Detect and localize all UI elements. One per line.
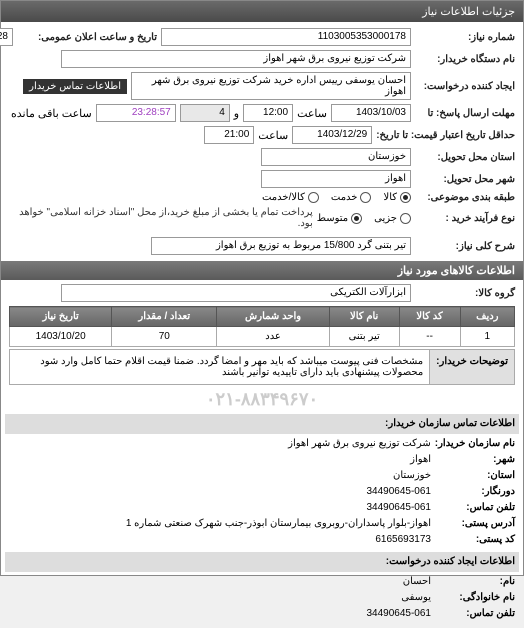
contact-section-title: اطلاعات تماس سازمان خریدار: bbox=[5, 414, 519, 434]
radio-dot-icon bbox=[308, 192, 319, 203]
footer-section: اطلاعات تماس سازمان خریدار: نام سازمان خ… bbox=[9, 414, 515, 622]
table-row[interactable]: 1 -- تیر بتنی عدد 70 1403/10/20 bbox=[10, 327, 515, 347]
cell-name: تیر بتنی bbox=[329, 327, 399, 347]
cphone-label: تلفن تماس: bbox=[435, 606, 515, 622]
window-content: شماره نیاز: 1103005353000178 تاریخ و ساع… bbox=[1, 22, 523, 628]
radio-dot-icon bbox=[400, 192, 411, 203]
province-label: استان: bbox=[435, 468, 515, 484]
remain-label: ساعت باقی مانده bbox=[11, 107, 92, 120]
org-value: شرکت توزیع نیروی برق شهر اهواز bbox=[288, 436, 431, 452]
province-value: خوزستان bbox=[393, 468, 431, 484]
window-titlebar: جزئیات اطلاعات نیاز bbox=[1, 1, 523, 22]
days-field: 4 bbox=[180, 104, 230, 122]
pubdate-field: 1403/09/28 - 12:19 bbox=[0, 28, 13, 46]
radio-dot-icon bbox=[400, 213, 411, 224]
details-window: جزئیات اطلاعات نیاز شماره نیاز: 11030053… bbox=[0, 0, 524, 576]
validity-label: حداقل تاریخ اعتبار قیمت: تا تاریخ: bbox=[376, 130, 515, 141]
countdown-field: 23:28:57 bbox=[96, 104, 176, 122]
category-label: طبقه بندی موضوعی: bbox=[415, 192, 515, 203]
creator-section-title: اطلاعات ایجاد کننده درخواست: bbox=[5, 552, 519, 572]
org-label: نام سازمان خریدار: bbox=[435, 436, 515, 452]
desc-value: مشخصات فنی پیوست میباشد که باید مهر و ام… bbox=[10, 350, 429, 384]
items-table: ردیف کد کالا نام کالا واحد شمارش تعداد /… bbox=[9, 306, 515, 347]
radio-service[interactable]: خدمت bbox=[331, 192, 372, 203]
day-sep: و bbox=[234, 107, 239, 120]
subject-label: شرح کلی نیاز: bbox=[415, 241, 515, 252]
process-label: نوع فرآیند خرید : bbox=[415, 213, 515, 224]
addr-value: اهواز-بلوار پاسداران-روبروی بیمارستان اب… bbox=[126, 516, 431, 532]
deadline-date: 1403/10/03 bbox=[331, 104, 411, 122]
lname-value: یوسفی bbox=[401, 590, 431, 606]
addr-label: آدرس پستی: bbox=[435, 516, 515, 532]
radio-medium[interactable]: متوسط bbox=[317, 213, 362, 224]
process-note: پرداخت تمام یا بخشی از مبلغ خرید،از محل … bbox=[9, 207, 313, 229]
fax-label: دورنگار: bbox=[435, 484, 515, 500]
creator-field: احسان یوسفی رییس اداره خرید شرکت توزیع ن… bbox=[131, 72, 411, 100]
phone-label: تلفن تماس: bbox=[435, 500, 515, 516]
reqno-label: شماره نیاز: bbox=[415, 32, 515, 43]
validity-date: 1403/12/29 bbox=[292, 126, 372, 144]
category-radio-group: کالا خدمت کالا/خدمت bbox=[262, 192, 411, 203]
validity-time: 21:00 bbox=[204, 126, 254, 144]
col-unit: واحد شمارش bbox=[217, 307, 330, 327]
cell-date: 1403/10/20 bbox=[10, 327, 112, 347]
radio-dot-icon bbox=[351, 213, 362, 224]
description-row: توضیحات خریدار: مشخصات فنی پیوست میباشد … bbox=[9, 349, 515, 385]
city-label: شهر: bbox=[435, 452, 515, 468]
cell-unit: عدد bbox=[217, 327, 330, 347]
cell-qty: 70 bbox=[112, 327, 217, 347]
group-field: ابزارآلات الکتریکی bbox=[61, 284, 411, 302]
desc-label: توضیحات خریدار: bbox=[429, 350, 514, 384]
col-name: نام کالا bbox=[329, 307, 399, 327]
phone-value: 34490645-061 bbox=[366, 500, 431, 516]
name-label: نام: bbox=[435, 574, 515, 590]
col-qty: تعداد / مقدار bbox=[112, 307, 217, 327]
deliv-city-field: اهواز bbox=[261, 170, 411, 188]
name-value: احسان bbox=[403, 574, 431, 590]
trans-city-field: خوزستان bbox=[261, 148, 411, 166]
window-title: جزئیات اطلاعات نیاز bbox=[422, 6, 515, 18]
radio-small[interactable]: جزیی bbox=[374, 213, 411, 224]
radio-goods[interactable]: کالا bbox=[383, 192, 411, 203]
reqno-field: 1103005353000178 bbox=[161, 28, 411, 46]
pubdate-label: تاریخ و ساعت اعلان عمومی: bbox=[17, 32, 157, 43]
col-row: ردیف bbox=[460, 307, 514, 327]
subject-field: تیر بتنی گرد 15/800 مربوط به توزیع برق ا… bbox=[151, 237, 411, 255]
buyer-field: شرکت توزیع نیروی برق شهر اهواز bbox=[61, 50, 411, 68]
deadline-label: مهلت ارسال پاسخ: تا bbox=[415, 108, 515, 119]
zip-value: 6165693173 bbox=[375, 532, 431, 548]
cell-idx: 1 bbox=[460, 327, 514, 347]
city-value: اهواز bbox=[410, 452, 431, 468]
radio-dot-icon bbox=[360, 192, 371, 203]
deadline-time: 12:00 bbox=[243, 104, 293, 122]
trans-city-label: استان محل تحویل: bbox=[415, 152, 515, 163]
process-radio-group: جزیی متوسط bbox=[317, 213, 411, 224]
items-section-title: اطلاعات کالاهای مورد نیاز bbox=[1, 261, 523, 280]
table-header-row: ردیف کد کالا نام کالا واحد شمارش تعداد /… bbox=[10, 307, 515, 327]
contact-link[interactable]: اطلاعات تماس خریدار bbox=[23, 79, 127, 94]
zip-label: کد پستی: bbox=[435, 532, 515, 548]
col-code: کد کالا bbox=[399, 307, 460, 327]
creator-label: ایجاد کننده درخواست: bbox=[415, 81, 515, 92]
fax-value: 34490645-061 bbox=[366, 484, 431, 500]
radio-both[interactable]: کالا/خدمت bbox=[262, 192, 319, 203]
group-label: گروه کالا: bbox=[415, 288, 515, 299]
col-date: تاریخ نیاز bbox=[10, 307, 112, 327]
cell-code: -- bbox=[399, 327, 460, 347]
lname-label: نام خانوادگی: bbox=[435, 590, 515, 606]
buyer-label: نام دستگاه خریدار: bbox=[415, 54, 515, 65]
time-label-1: ساعت bbox=[297, 107, 327, 120]
watermark-text: ۰۲۱-۸۸۳۴۹۶۷۰ bbox=[9, 389, 515, 410]
cphone-value: 34490645-061 bbox=[366, 606, 431, 622]
deliv-city-label: شهر محل تحویل: bbox=[415, 174, 515, 185]
time-label-2: ساعت bbox=[258, 129, 288, 142]
